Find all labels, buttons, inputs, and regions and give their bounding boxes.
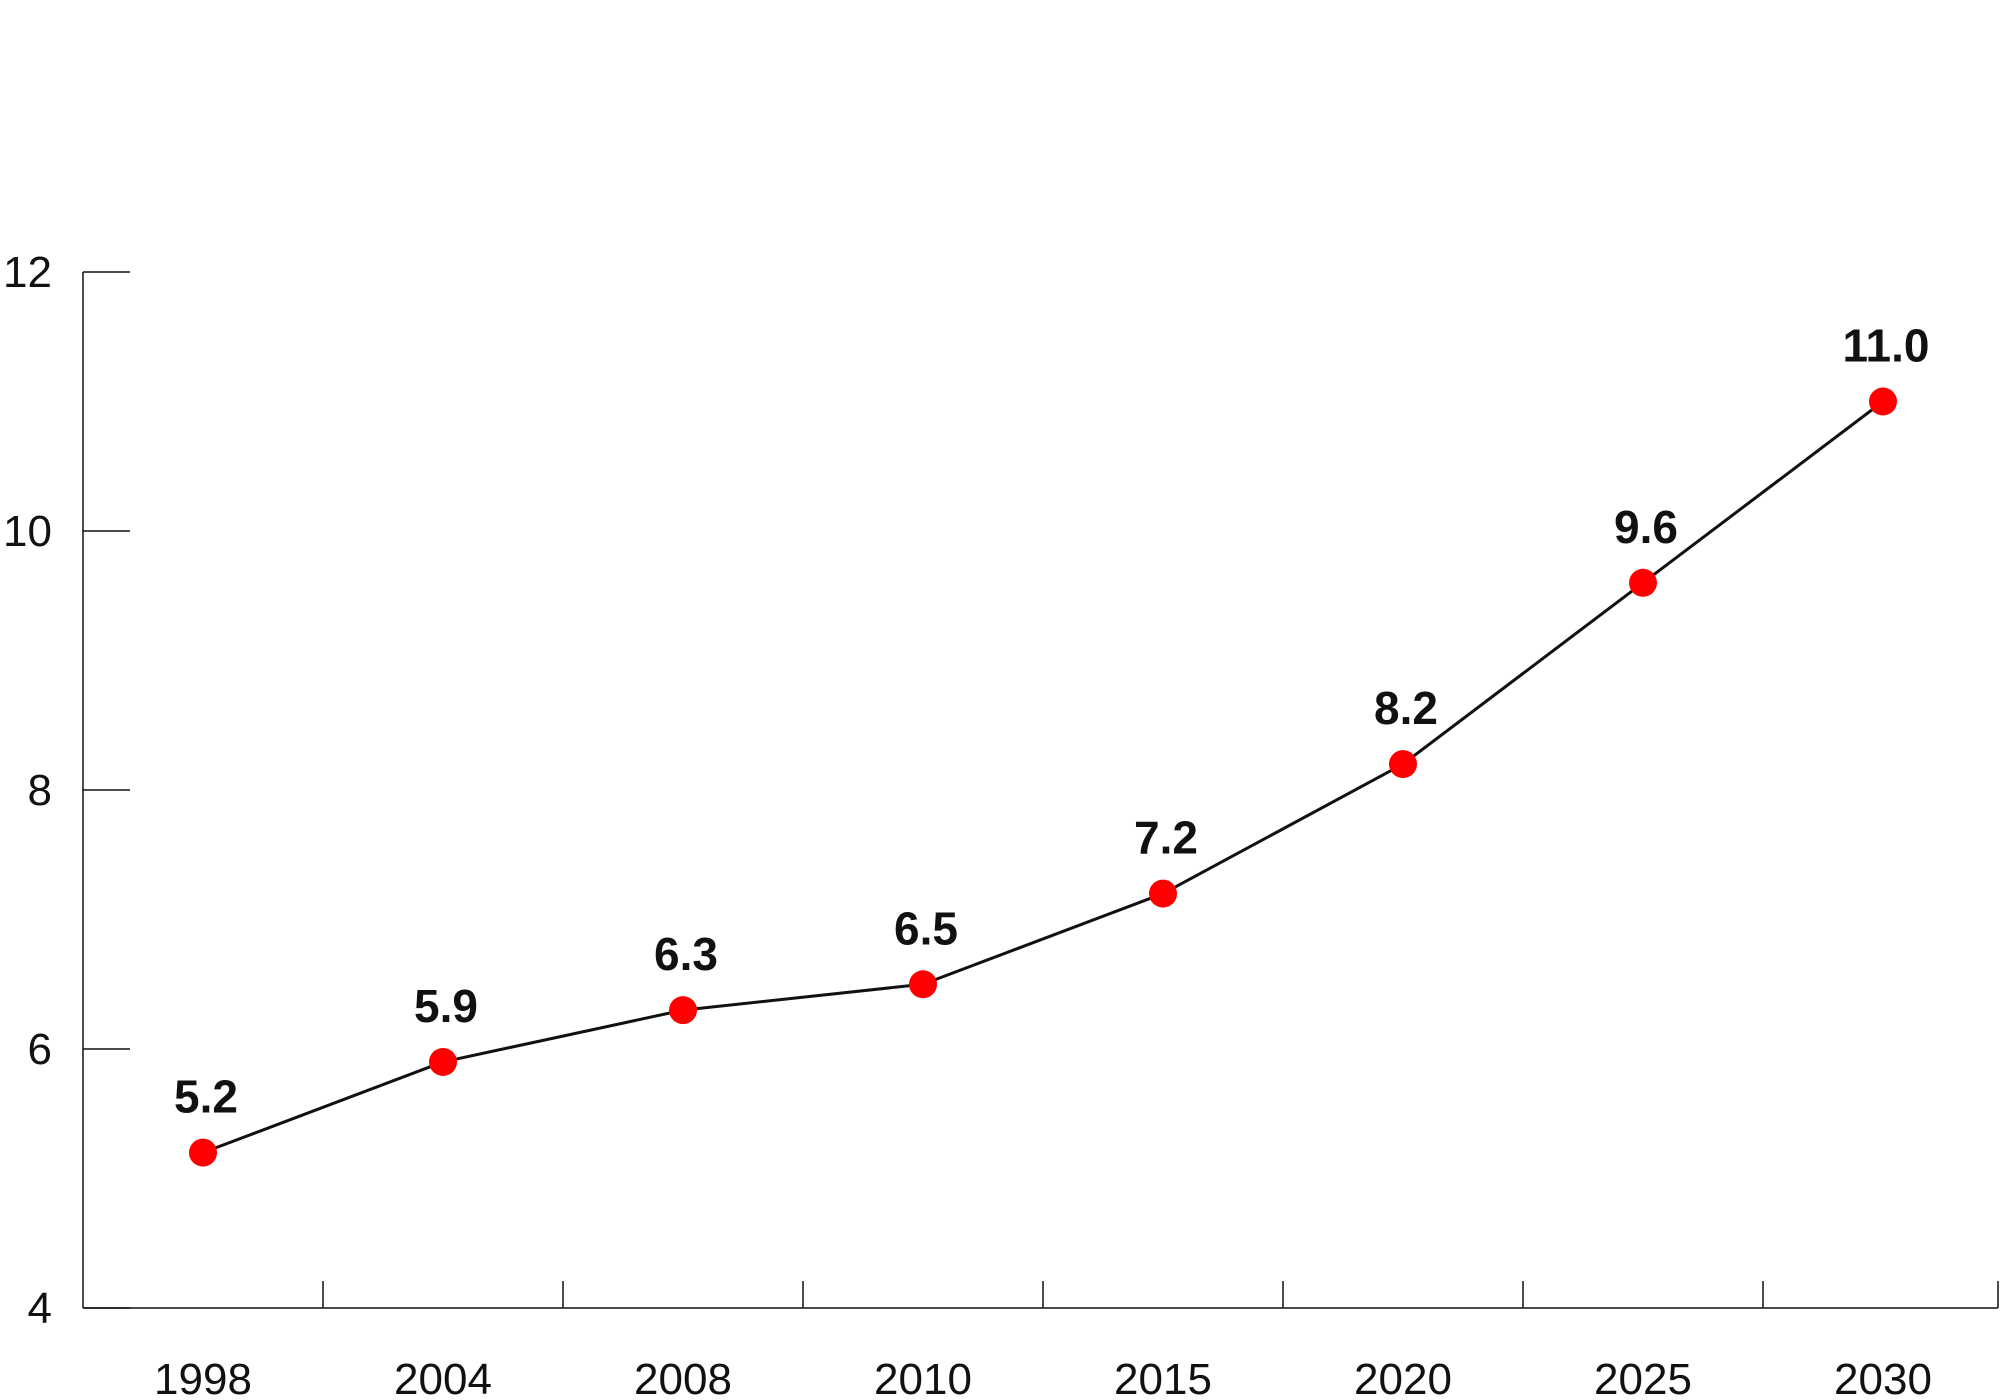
y-tick-label: 10 xyxy=(3,507,52,556)
x-tick-label: 2004 xyxy=(394,1355,492,1400)
data-label: 11.0 xyxy=(1843,320,1930,372)
data-label: 5.2 xyxy=(174,1071,238,1123)
series-line xyxy=(202,400,1884,1155)
data-label: 6.5 xyxy=(894,902,958,954)
y-tick-label: 8 xyxy=(28,766,52,815)
data-label: 5.9 xyxy=(414,980,478,1032)
x-tick-label: 2025 xyxy=(1594,1355,1692,1400)
y-tick-label: 12 xyxy=(3,248,52,297)
x-tick-label: 2015 xyxy=(1114,1355,1212,1400)
series-group xyxy=(189,387,1897,1167)
data-point xyxy=(189,1138,217,1167)
data-label: 6.3 xyxy=(654,928,718,980)
data-point xyxy=(1389,750,1417,779)
data-point xyxy=(429,1047,457,1076)
y-tick-label: 6 xyxy=(28,1025,52,1074)
axes: 4 6 8 10 12 1998 2004 2008 2010 2015 2020 2025 2030 xyxy=(3,248,1999,1400)
x-tick-label: 2010 xyxy=(874,1355,972,1400)
data-point xyxy=(909,970,937,999)
y-tick-label: 4 xyxy=(28,1284,52,1333)
labels-group: 5.2 5.9 6.3 6.5 7.2 8.2 9.6 11.0 xyxy=(174,320,1929,1123)
data-point xyxy=(1869,387,1897,416)
x-tick-label: 2030 xyxy=(1834,1355,1932,1400)
x-tick-label: 1998 xyxy=(154,1355,252,1400)
x-tick-label: 2008 xyxy=(634,1355,732,1400)
data-label: 7.2 xyxy=(1134,812,1198,864)
data-point xyxy=(1149,879,1177,908)
data-point xyxy=(669,996,697,1025)
data-label: 9.6 xyxy=(1614,501,1678,553)
data-point xyxy=(1629,568,1657,597)
x-tick-label: 2020 xyxy=(1354,1355,1452,1400)
data-label: 8.2 xyxy=(1374,682,1438,734)
